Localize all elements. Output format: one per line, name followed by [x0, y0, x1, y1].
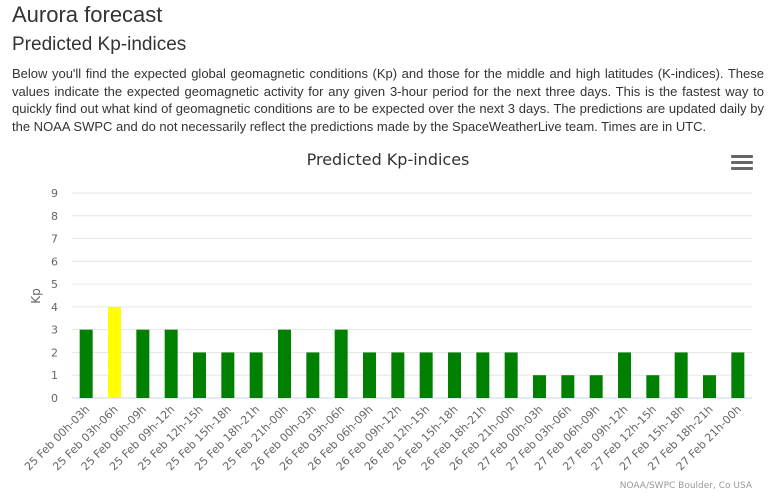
- x-tick-label: 27 Feb 15h-18h: [617, 403, 687, 473]
- bar[interactable]: [448, 352, 461, 398]
- x-tick-label: 25 Feb 12h-15h: [135, 403, 205, 473]
- bar[interactable]: [221, 352, 235, 398]
- hamburger-menu-icon: [731, 155, 753, 158]
- bar[interactable]: [476, 352, 490, 398]
- chart-menu-button[interactable]: [731, 155, 753, 173]
- description-text: Below you'll find the expected global ge…: [12, 66, 764, 134]
- gridlines: [72, 192, 752, 399]
- bar[interactable]: [561, 375, 575, 398]
- bar[interactable]: [363, 352, 376, 398]
- page-title: Aurora forecast: [12, 2, 163, 27]
- x-tick-label: 26 Feb 15h-18h: [390, 403, 460, 473]
- chart-credit: NOAA/SWPC Boulder, Co USA: [620, 481, 753, 491]
- hamburger-menu-line: [731, 167, 753, 170]
- x-tick-label: 25 Feb 06h-09h: [79, 403, 149, 473]
- x-tick-label: 27 Feb 03h-06h: [504, 403, 574, 473]
- x-tick-label: 25 Feb 21h-00h: [220, 403, 290, 473]
- x-tick-label: 26 Feb 03h-06h: [277, 403, 347, 473]
- y-tick-label: 8: [51, 210, 58, 223]
- bar[interactable]: [391, 352, 405, 398]
- y-tick-label: 7: [51, 233, 58, 246]
- bar[interactable]: [334, 329, 348, 398]
- x-tick-label: 26 Feb 21h-00h: [447, 403, 517, 473]
- x-tick-label: 26 Feb 18h-21h: [419, 403, 489, 473]
- bar[interactable]: [646, 375, 660, 398]
- x-tick-label: 27 Feb 06h-09h: [532, 403, 602, 473]
- bar[interactable]: [533, 375, 546, 398]
- section-title: Predicted Kp-indices: [12, 34, 187, 55]
- bar[interactable]: [108, 306, 121, 398]
- x-tick-label: 25 Feb 15h-18h: [164, 403, 234, 473]
- bar[interactable]: [589, 375, 603, 398]
- bar[interactable]: [618, 352, 631, 398]
- x-tick-label: 26 Feb 06h-09h: [305, 403, 375, 473]
- hamburger-menu-line: [731, 161, 753, 164]
- bar[interactable]: [193, 352, 206, 398]
- x-tick-label: 27 Feb 00h-03h: [475, 403, 545, 473]
- bar[interactable]: [164, 329, 178, 398]
- bar[interactable]: [306, 352, 320, 398]
- x-tick-label: 25 Feb 18h-21h: [192, 403, 262, 473]
- bar[interactable]: [419, 352, 433, 398]
- bar[interactable]: [278, 329, 291, 398]
- bar[interactable]: [703, 375, 716, 398]
- x-tick-label: 25 Feb 09h-12h: [107, 403, 177, 473]
- y-tick-label: 6: [51, 255, 58, 268]
- y-tick-label: 3: [51, 324, 58, 337]
- x-tick-label: 25 Feb 03h-06h: [50, 403, 120, 473]
- x-tick-label: 26 Feb 00h-03h: [249, 403, 319, 473]
- bar[interactable]: [79, 329, 93, 398]
- y-axis-label: Kp: [29, 288, 43, 304]
- x-tick-label: 27 Feb 12h-15h: [589, 403, 659, 473]
- x-tick-label: 27 Feb 09h-12h: [560, 403, 630, 473]
- x-tick-label: 26 Feb 12h-15h: [362, 403, 432, 473]
- y-tick-label: 2: [51, 346, 58, 359]
- x-tick-label: 27 Feb 18h-21h: [645, 403, 715, 473]
- y-tick-label: 0: [51, 392, 58, 405]
- x-tick-label: 27 Feb 21h-00h: [674, 403, 744, 473]
- bar[interactable]: [249, 352, 263, 398]
- bar[interactable]: [504, 352, 518, 398]
- y-tick-label: 5: [51, 278, 58, 291]
- chart-title: Predicted Kp-indices: [307, 150, 470, 169]
- y-tick-label: 9: [51, 187, 58, 200]
- bar[interactable]: [674, 352, 688, 398]
- bar[interactable]: [136, 329, 150, 398]
- x-tick-label: 25 Feb 00h-03h: [22, 403, 92, 473]
- bar[interactable]: [731, 352, 745, 398]
- y-tick-label: 4: [51, 301, 58, 314]
- y-tick-label: 1: [51, 369, 58, 382]
- y-tick-labels: 0 1 2 3 4 5 6 7 8 9: [51, 187, 58, 405]
- bars: [79, 306, 745, 398]
- x-tick-label: 26 Feb 09h-12h: [334, 403, 404, 473]
